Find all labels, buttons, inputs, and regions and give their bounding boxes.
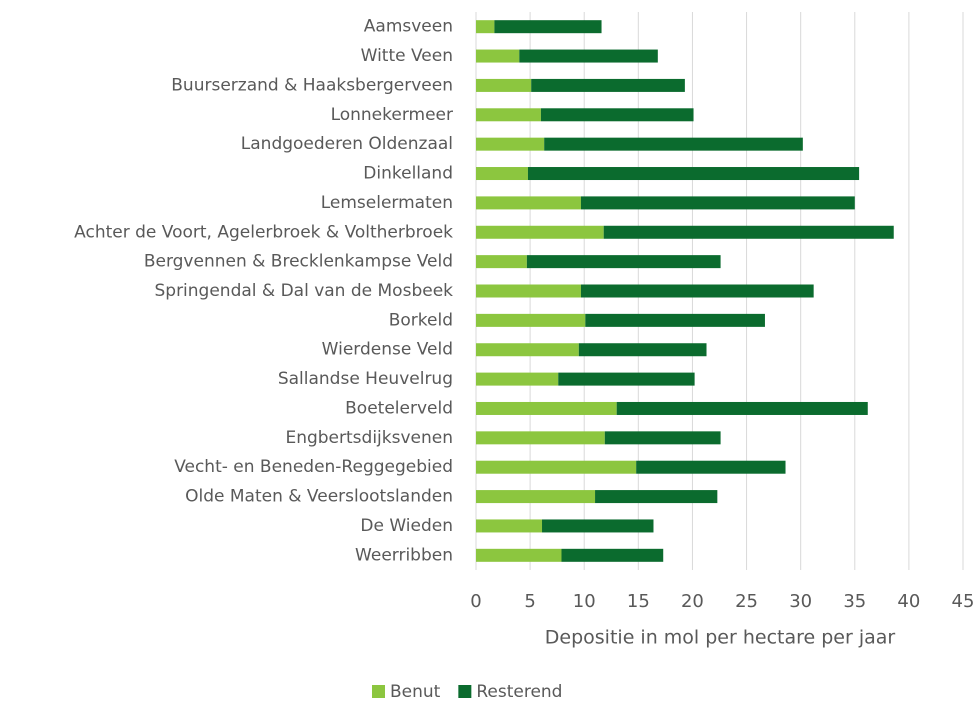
bar-segment xyxy=(476,255,527,269)
y-tick-label: Sallandse Heuvelrug xyxy=(278,369,453,389)
bar-segment xyxy=(636,460,786,474)
y-tick-label: Bergvennen & Brecklenkampse Veld xyxy=(144,252,453,272)
legend-swatch xyxy=(458,685,472,698)
x-tick-label: 0 xyxy=(470,591,481,612)
bar-segment xyxy=(476,490,596,504)
y-tick-label: Buurserzand & Haaksbergerveen xyxy=(171,75,453,95)
bar-segment xyxy=(578,343,707,357)
bar-segment xyxy=(595,490,718,504)
y-tick-label: Achter de Voort, Agelerbroek & Voltherbr… xyxy=(74,222,453,242)
y-tick-label: Aamsveen xyxy=(364,17,453,37)
y-tick-label: Landgoederen Oldenzaal xyxy=(241,134,453,154)
bar-segment xyxy=(558,372,695,386)
bar-segment xyxy=(561,548,664,562)
bar-segment xyxy=(476,372,559,386)
x-tick-label: 40 xyxy=(897,591,920,612)
bar-segment xyxy=(476,225,604,239)
bar-segment xyxy=(476,431,605,445)
bar-segment xyxy=(616,401,868,415)
x-tick-label: 5 xyxy=(524,591,535,612)
x-tick-label: 15 xyxy=(627,591,650,612)
x-tick-label: 25 xyxy=(735,591,758,612)
bar-segment xyxy=(526,255,721,269)
x-tick-label: 35 xyxy=(843,591,866,612)
bar-segment xyxy=(476,20,495,34)
bar-segment xyxy=(531,78,685,92)
bar-segment xyxy=(476,196,581,210)
bar-segment xyxy=(476,548,562,562)
x-axis-title: Depositie in mol per hectare per jaar xyxy=(545,627,896,649)
bar-segment xyxy=(476,343,579,357)
y-tick-label: Lemselermaten xyxy=(321,193,453,213)
bar-segment xyxy=(544,137,803,151)
y-tick-label: Vecht- en Beneden-Reggegebied xyxy=(174,457,453,477)
bar-segment xyxy=(603,225,894,239)
bar-segment xyxy=(476,284,581,298)
bar-segment xyxy=(476,108,541,122)
y-tick-label: Engbertsdijksvenen xyxy=(285,428,453,448)
bar-segment xyxy=(542,519,654,533)
legend-swatch xyxy=(372,685,385,698)
bar-segment xyxy=(476,519,543,533)
bar-segment xyxy=(476,49,520,63)
bar-segment xyxy=(540,108,694,122)
legend-label: Benut xyxy=(390,682,441,702)
bar-segment xyxy=(527,167,860,181)
bar-segment xyxy=(476,313,586,327)
y-tick-label: Witte Veen xyxy=(361,46,453,66)
bar-segment xyxy=(604,431,721,445)
y-tick-label: Wierdense Veld xyxy=(322,340,453,360)
bar-segment xyxy=(476,167,528,181)
bar-segment xyxy=(476,137,545,151)
bar-segment xyxy=(580,284,814,298)
x-tick-label: 10 xyxy=(573,591,596,612)
legend-label: Resterend xyxy=(476,682,562,702)
bar-segment xyxy=(580,196,855,210)
bar-segment xyxy=(585,313,765,327)
bar-segment xyxy=(476,401,617,415)
y-tick-label: De Wieden xyxy=(360,516,453,536)
y-tick-label: Dinkelland xyxy=(363,164,453,184)
y-tick-label: Borkeld xyxy=(389,310,453,330)
y-tick-label: Springendal & Dal van de Mosbeek xyxy=(154,281,453,301)
y-tick-label: Weerribben xyxy=(355,545,453,565)
bar-segment xyxy=(519,49,658,63)
x-tick-label: 30 xyxy=(789,591,812,612)
y-tick-label: Boetelerveld xyxy=(345,398,453,418)
bar-segment xyxy=(476,460,637,474)
bar-segment xyxy=(494,20,602,34)
y-tick-label: Lonnekermeer xyxy=(331,105,453,125)
y-tick-label: Olde Maten & Veerslootslanden xyxy=(185,487,453,507)
x-tick-label: 45 xyxy=(952,591,975,612)
x-tick-label: 20 xyxy=(681,591,704,612)
bar-segment xyxy=(476,78,532,92)
